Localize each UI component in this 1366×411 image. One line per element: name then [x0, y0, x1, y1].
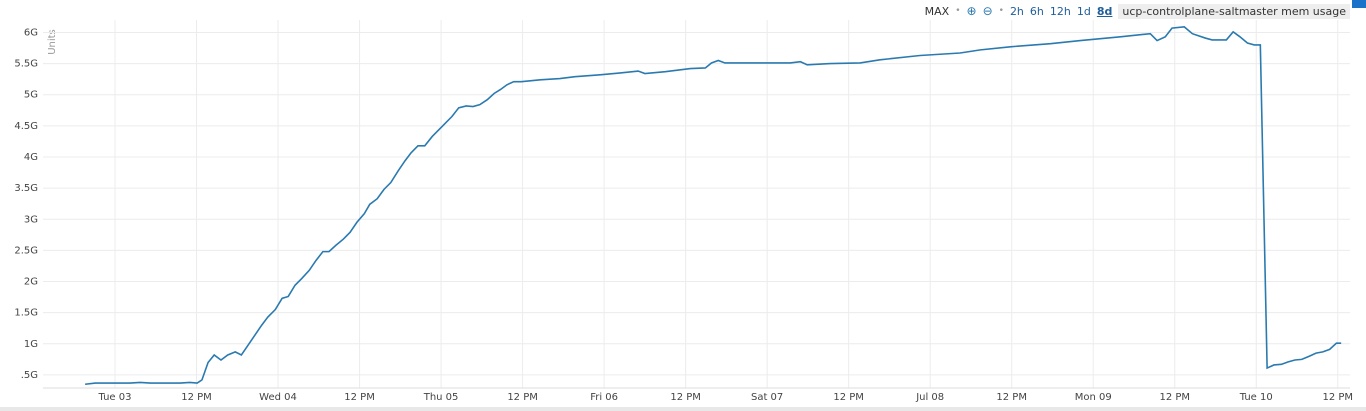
- toolbar: MAX • ⊕ ⊖ • 2h 6h 12h 1d 8d ucp-controlplane…: [925, 3, 1350, 19]
- y-tick-label: 1G: [24, 339, 38, 350]
- range-button[interactable]: 12h: [1049, 4, 1071, 18]
- y-tick-label: 1.5G: [14, 308, 38, 319]
- separator: •: [998, 6, 1004, 16]
- y-axis-label: Units: [47, 29, 58, 55]
- y-tick-label: 5.5G: [14, 59, 38, 70]
- bottom-border: [0, 407, 1366, 411]
- x-tick-label: 12 PM: [833, 392, 864, 403]
- x-tick-label: 12 PM: [344, 392, 375, 403]
- corner-badge: [1352, 0, 1366, 8]
- zoom-out[interactable]: ⊖: [982, 4, 993, 18]
- x-tick-label: Mon 09: [1075, 392, 1112, 403]
- y-tick-label: 4G: [24, 152, 38, 163]
- range-button[interactable]: 1d: [1076, 4, 1091, 18]
- range-button[interactable]: 2h: [1009, 4, 1024, 18]
- x-tick-label: Tue 10: [1239, 392, 1273, 403]
- y-tick-label: 3G: [24, 214, 38, 225]
- x-tick-label: 12 PM: [996, 392, 1027, 403]
- y-tick-label: 2G: [24, 277, 38, 288]
- range-button[interactable]: 8d: [1096, 4, 1113, 18]
- x-tick-label: Sat 07: [751, 392, 783, 403]
- y-tick-label: .5G: [21, 370, 38, 381]
- series-line: [85, 26, 1342, 386]
- y-tick-label: 2.5G: [14, 245, 38, 256]
- x-tick-label: 12 PM: [181, 392, 212, 403]
- x-tick-label: 12 PM: [507, 392, 538, 403]
- x-tick-label: 12 PM: [1159, 392, 1190, 403]
- legend: ucp-controlplane-saltmaster mem usage: [1118, 3, 1350, 19]
- y-tick-label: 5G: [24, 90, 38, 101]
- separator: •: [955, 6, 961, 16]
- x-tick-label: Tue 03: [98, 392, 132, 403]
- y-tick-label: 3.5G: [14, 183, 38, 194]
- x-tick-label: Wed 04: [259, 392, 297, 403]
- y-tick-label: 6G: [24, 27, 38, 38]
- x-tick-label: 12 PM: [670, 392, 701, 403]
- legend-entry: ucp-controlplane-saltmaster mem usage: [1122, 4, 1346, 18]
- y-tick-label: 4.5G: [14, 121, 38, 132]
- x-tick-label: Jul 08: [915, 392, 944, 403]
- range-button[interactable]: 6h: [1029, 4, 1044, 18]
- zoom-in[interactable]: ⊕: [966, 4, 977, 18]
- aggregate[interactable]: MAX: [924, 4, 950, 18]
- x-tick-label: 12 PM: [1322, 392, 1353, 403]
- x-tick-label: Thu 05: [423, 392, 459, 403]
- x-tick-label: Fri 06: [590, 392, 618, 403]
- range-buttons: 2h 6h 12h 1d 8d: [1010, 5, 1112, 18]
